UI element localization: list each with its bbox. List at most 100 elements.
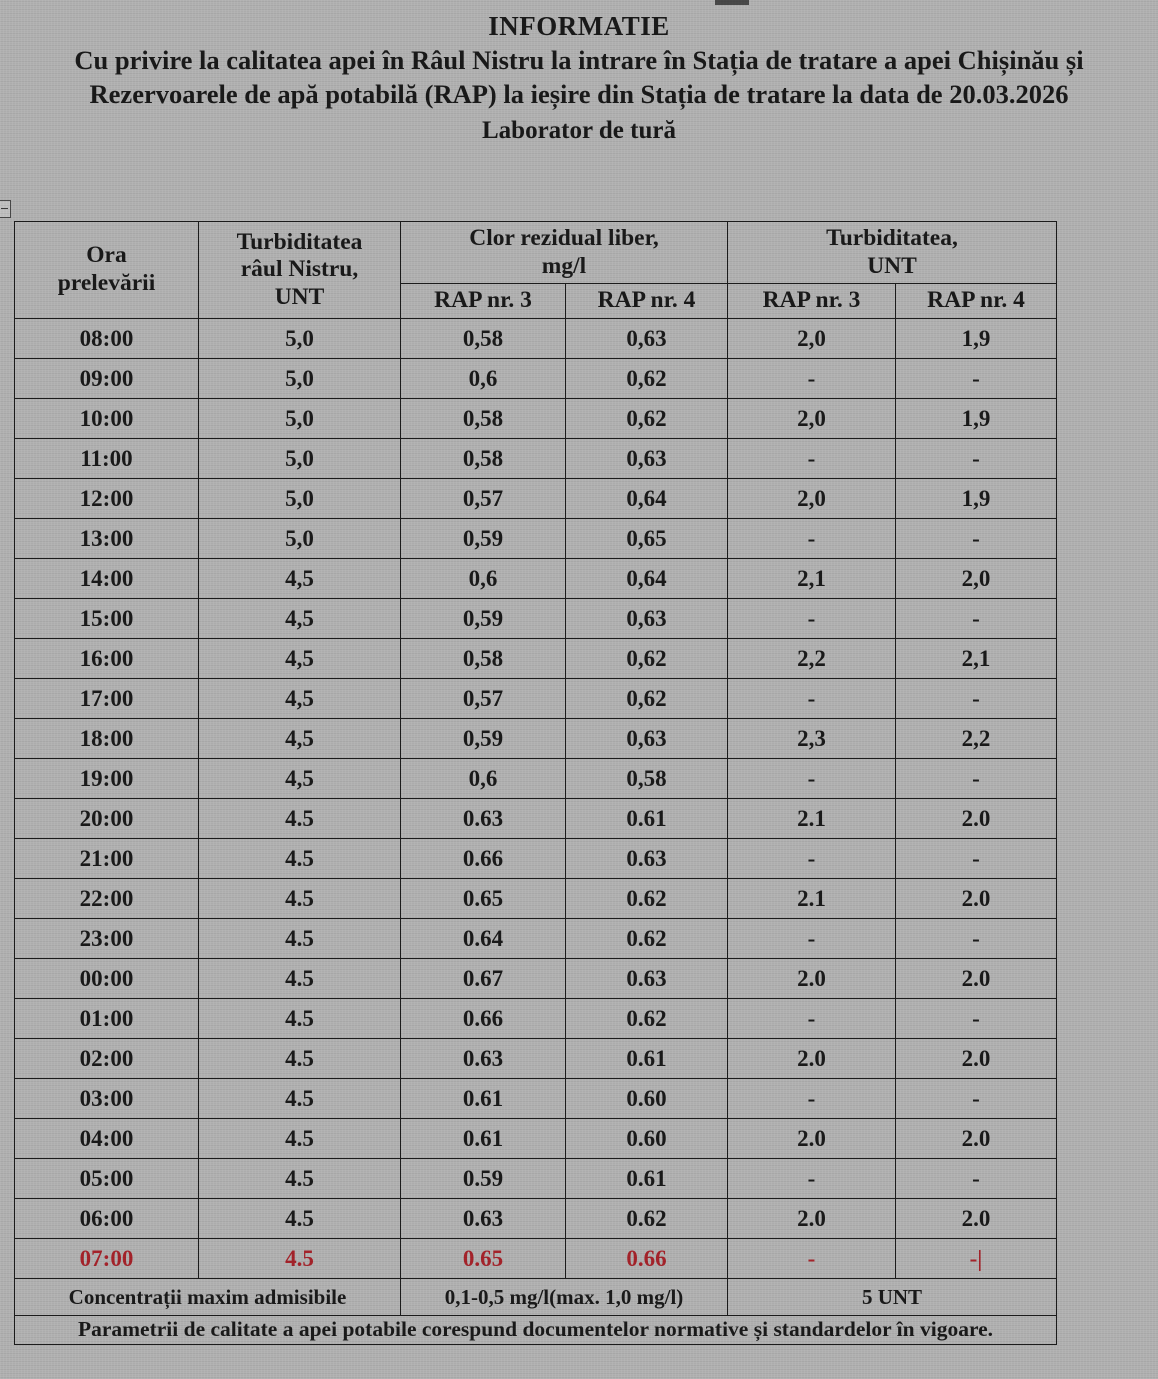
table-row: 20:00 4.5 0.63 0.61 2.1 2.0 [14, 798, 1058, 840]
cell-turbidity-rap3: 2,3 [727, 718, 896, 760]
table-row: 18:00 4,5 0,59 0,63 2,3 2,2 [14, 718, 1058, 760]
cell-chlorine-rap3: 0.61 [400, 1078, 566, 1120]
cell-turbidity-rap4: -| [894, 1238, 1058, 1280]
cell-nistru: 4,5 [198, 758, 401, 800]
cell-chlorine-rap4: 0,63 [565, 718, 728, 760]
cell-nistru: 4,5 [198, 598, 401, 640]
cell-chlorine-rap3: 0.66 [400, 838, 566, 880]
table-header-row-2: RAP nr. 3 RAP nr. 4 RAP nr. 3 RAP nr. 4 [15, 283, 1058, 320]
cell-turbidity-rap3: - [727, 1238, 896, 1280]
column-header-chlorine-group: Clor rezidual liber, mg/l [400, 220, 728, 285]
cell-turbidity-rap4: - [894, 1158, 1058, 1200]
cell-hour: 09:00 [14, 358, 199, 400]
column-header-turbidity-group-line-2: UNT [867, 252, 917, 279]
cell-nistru: 4.5 [198, 958, 401, 1000]
document-subtitle-line-2: apei Chișinău și Rezervoarele de apă pot… [89, 45, 1084, 110]
column-header-nistru-line-2: râul Nistru, [240, 256, 359, 283]
cell-turbidity-rap4: 2.0 [894, 1038, 1058, 1080]
cell-chlorine-rap4: 0.60 [565, 1118, 728, 1160]
cell-nistru: 4.5 [198, 998, 401, 1040]
cell-hour: 23:00 [14, 918, 199, 960]
cell-turbidity-rap3: 2.1 [727, 798, 896, 840]
cell-turbidity-rap3: 2.1 [727, 878, 896, 920]
cell-chlorine-rap4: 0,62 [565, 638, 728, 680]
cell-chlorine-rap3: 0.63 [400, 1038, 566, 1080]
table-row: 16:00 4,5 0,58 0,62 2,2 2,1 [14, 638, 1058, 680]
cell-hour: 15:00 [14, 598, 199, 640]
cell-turbidity-rap3: 2.0 [727, 1118, 896, 1160]
cell-chlorine-rap3: 0.66 [400, 998, 566, 1040]
cell-chlorine-rap3: 0,58 [400, 318, 566, 360]
cell-nistru: 4,5 [198, 638, 401, 680]
table-row: 10:00 5,0 0,58 0,62 2,0 1,9 [14, 398, 1058, 440]
cell-hour: 19:00 [14, 758, 199, 800]
cell-turbidity-rap4: - [894, 838, 1058, 880]
cell-turbidity-rap4: 2,0 [894, 558, 1058, 600]
table-row: 02:00 4.5 0.63 0.61 2.0 2.0 [14, 1038, 1058, 1080]
column-header-chlorine-rap3: RAP nr. 3 [400, 283, 566, 320]
laboratory-label: Laborator de tură [482, 117, 676, 145]
cell-chlorine-rap3: 0.64 [400, 918, 566, 960]
cell-turbidity-rap4: 2,1 [894, 638, 1058, 680]
cell-turbidity-rap4: - [894, 918, 1058, 960]
footer-limits-chlorine: 0,1-0,5 mg/l(max. 1,0 mg/l) [400, 1278, 728, 1317]
footer-limits-row: Concentrații maxim admisibile 0,1-0,5 mg… [14, 1278, 1058, 1317]
cell-nistru: 4.5 [198, 1198, 401, 1240]
cell-chlorine-rap3: 0,58 [400, 638, 566, 680]
table-header: Ora prelevării Turbiditatea râul Nistru,… [14, 220, 1058, 320]
cell-hour: 12:00 [14, 478, 199, 520]
document-subtitle: Cu privire la calitatea apei în Râul Nis… [22, 44, 1136, 112]
cell-hour: 01:00 [14, 998, 199, 1040]
cell-chlorine-rap3: 0,57 [400, 678, 566, 720]
table-footer: Concentrații maxim admisibile 0,1-0,5 mg… [13, 1278, 1058, 1346]
cell-turbidity-rap4: 2.0 [894, 958, 1058, 1000]
cell-chlorine-rap4: 0,65 [565, 518, 728, 560]
column-header-chlorine-group-line-1: Clor rezidual liber, [469, 225, 659, 251]
footer-compliance-row: Parametrii de calitate a apei potabile c… [13, 1315, 1058, 1346]
cell-chlorine-rap3: 0,6 [400, 758, 566, 800]
cell-turbidity-rap3: 2.0 [727, 958, 896, 1000]
cell-chlorine-rap3: 0.65 [400, 878, 566, 920]
footer-limits-label: Concentrații maxim admisibile [14, 1278, 401, 1317]
cell-nistru: 5,0 [198, 318, 401, 360]
cell-hour: 18:00 [14, 718, 199, 760]
cell-chlorine-rap4: 0.61 [565, 798, 728, 840]
table-row: 05:00 4.5 0.59 0.61- - [14, 1158, 1058, 1200]
cell-turbidity-rap4: - [894, 518, 1058, 560]
column-header-hour: Ora prelevării [14, 220, 199, 320]
cell-turbidity-rap3: - [727, 918, 896, 960]
cell-chlorine-rap3: 0,58 [400, 438, 566, 480]
column-header-turbidity-group: Turbiditatea, UNT [726, 220, 1058, 285]
cell-nistru: 5,0 [198, 438, 401, 480]
cell-hour: 03:00 [14, 1078, 199, 1120]
cell-turbidity-rap3: - [727, 1158, 896, 1200]
cell-turbidity-rap3: - [727, 358, 896, 400]
table-row: 09:00 5,0 0,6 0,62- - [14, 358, 1058, 400]
cell-chlorine-rap4: 0.61 [565, 1158, 728, 1200]
cell-turbidity-rap3: 2,0 [727, 478, 896, 520]
table-row: 07:00 4.5 0.65 0.66- -| [14, 1238, 1058, 1280]
cell-turbidity-rap4: - [894, 358, 1058, 400]
table-row: 06:00 4.5 0.63 0.62 2.0 2.0 [14, 1198, 1058, 1240]
table-row: 21:00 4.5 0.66 0.63- - [14, 838, 1058, 880]
cell-chlorine-rap4: 0.62 [565, 1198, 728, 1240]
cell-chlorine-rap4: 0,62 [565, 358, 728, 400]
table-row: 11:00 5,0 0,58 0,63- - [14, 438, 1058, 480]
cell-hour: 04:00 [14, 1118, 199, 1160]
column-header-chlorine-rap4: RAP nr. 4 [565, 283, 728, 320]
cell-nistru: 5,0 [198, 398, 401, 440]
cell-nistru: 4,5 [198, 678, 401, 720]
cell-hour: 20:00 [14, 798, 199, 840]
cell-nistru: 4.5 [198, 1158, 401, 1200]
cell-chlorine-rap4: 0.62 [565, 878, 728, 920]
table-body: 08:00 5,0 0,58 0,63 2,0 1,9 09:00 5,0 0,6 0,62- -1… [14, 318, 1058, 1280]
cell-turbidity-rap4: - [894, 998, 1058, 1040]
cell-chlorine-rap3: 0.67 [400, 958, 566, 1000]
cell-chlorine-rap3: 0,59 [400, 518, 566, 560]
cell-chlorine-rap4: 0.63 [565, 958, 728, 1000]
cell-turbidity-rap3: - [727, 1078, 896, 1120]
cell-turbidity-rap3: - [727, 998, 896, 1040]
cell-nistru: 4.5 [198, 798, 401, 840]
table-row: 17:00 4,5 0,57 0,62- - [14, 678, 1058, 720]
table-row: 12:00 5,0 0,57 0,64 2,0 1,9 [14, 478, 1058, 520]
